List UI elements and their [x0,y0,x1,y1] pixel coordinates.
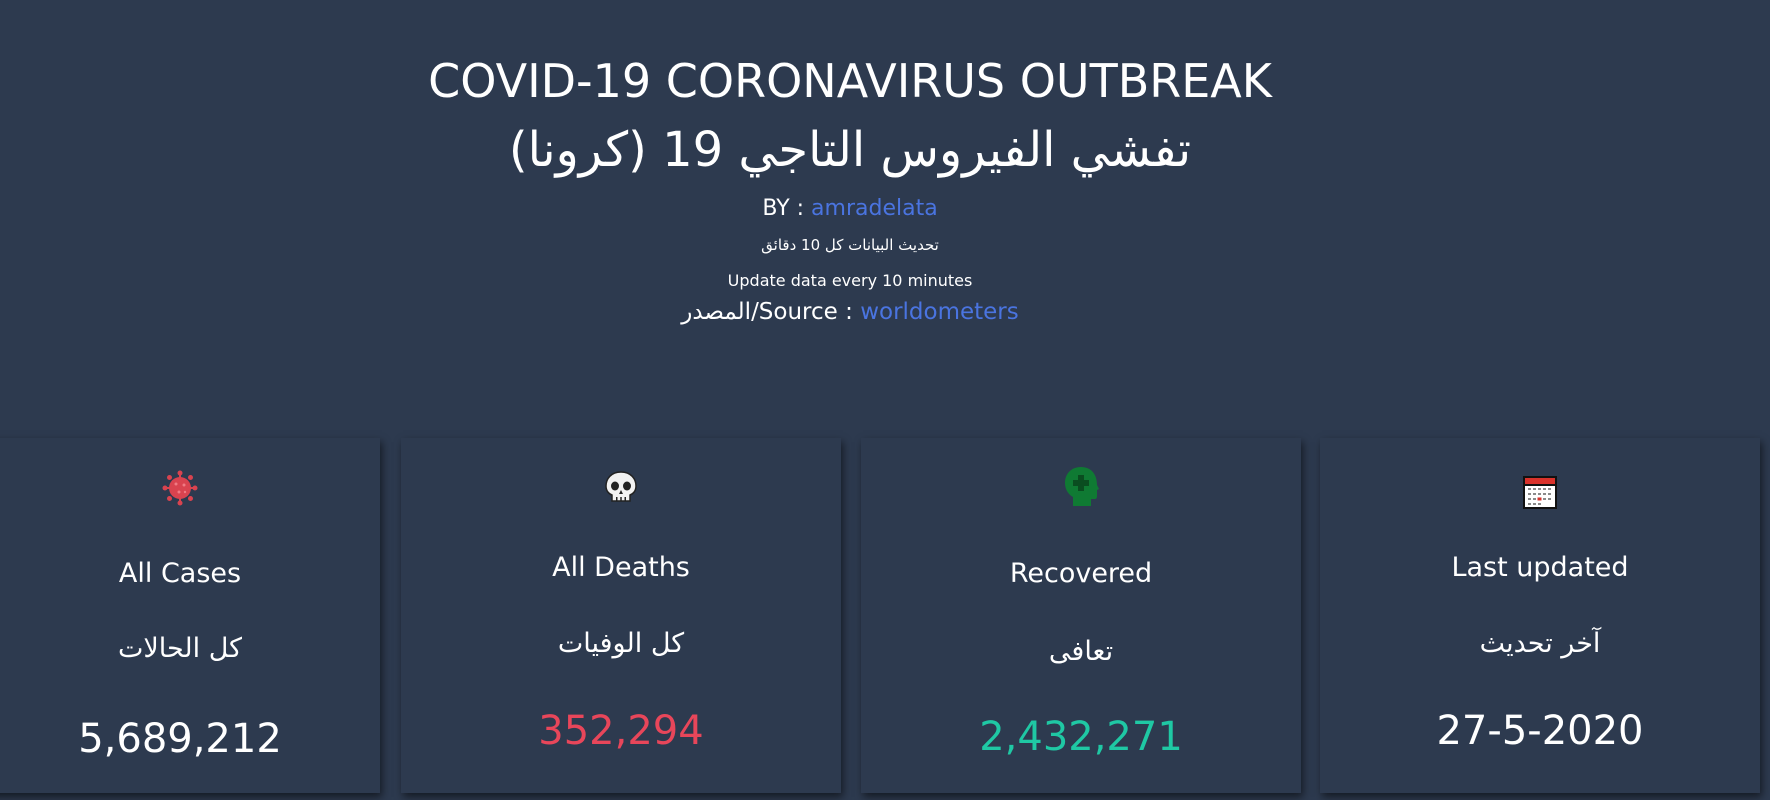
stat-card-deaths: All Deaths كل الوفيات 352,294 [401,438,841,793]
card-label-ar: تعافى [1048,636,1114,667]
page-title-en: COVID-19 CORONAVIRUS OUTBREAK [428,54,1272,108]
author-link[interactable]: amradelata [811,196,938,221]
calendar-icon [1320,474,1760,514]
card-label-ar: كل الوفيات [557,628,685,659]
source-link[interactable]: worldometers [860,299,1019,325]
card-value-last-updated: 27-5-2020 [1436,708,1644,754]
stat-card-cases: All Cases كل الحالات 5,689,212 [0,438,380,793]
card-label-ar: كل الحالات [117,633,243,664]
card-value-cases: 5,689,212 [78,716,282,762]
card-label-en: Last updated [1451,552,1629,583]
source-prefix: المصدر/Source : [681,299,861,325]
page-title-ar: تفشي الفيروس التاجي 19 (كرونا) [508,122,1192,178]
author-line: BY : amradelata [0,196,1700,221]
source-line: المصدر/Source : worldometers [0,299,1700,325]
author-prefix: BY : [762,196,812,221]
card-label-en: All Cases [118,558,242,589]
stat-card-recovered: Recovered تعافى 2,432,271 [861,438,1301,793]
skull-icon [401,468,841,508]
card-label-en: Recovered [1009,558,1153,589]
update-note-ar: تحديث البيانات كل 10 دقائق [761,236,939,254]
virus-icon [0,468,380,508]
stat-card-last-updated: Last updated آخر تحديث 27-5-2020 [1320,438,1760,793]
card-value-recovered: 2,432,271 [979,714,1183,760]
card-value-deaths: 352,294 [538,708,704,754]
update-note-en: Update data every 10 minutes [727,271,973,290]
card-label-ar: آخر تحديث [1479,628,1601,659]
health-head-icon [861,464,1301,506]
card-label-en: All Deaths [552,552,690,583]
